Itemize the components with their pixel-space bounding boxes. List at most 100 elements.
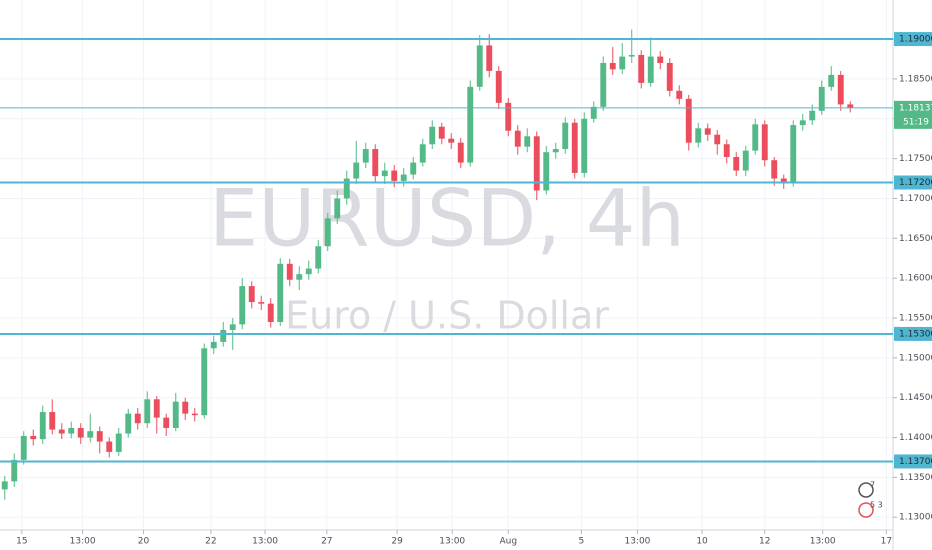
candle-body [315, 246, 322, 269]
level-label: 1.15300 [899, 329, 932, 339]
level-label-box [894, 326, 932, 341]
candle-body [372, 149, 379, 177]
y-tick-label: 1.14500 [899, 393, 932, 403]
candle-body [818, 86, 825, 111]
candle-body [714, 134, 721, 145]
level-label: 1.17200 [899, 178, 932, 188]
candle-body [552, 149, 559, 153]
x-tick-label: Aug [499, 537, 517, 547]
candle-body [780, 178, 787, 183]
candle-body [419, 144, 426, 163]
x-tick-label: 12 [759, 537, 770, 547]
candle-body [790, 125, 797, 183]
candle-body [153, 399, 160, 418]
candle-body [581, 118, 588, 173]
x-tick-label: 13:00 [252, 537, 278, 547]
candle-body [486, 45, 493, 71]
level-label-box [894, 454, 932, 469]
candle-body [267, 303, 274, 322]
candle-body [429, 126, 436, 145]
watermark-subtitle: Euro / U.S. Dollar [285, 294, 609, 338]
candle-body [163, 417, 170, 428]
candle-body [49, 412, 56, 430]
x-tick-label: 13:00 [70, 537, 96, 547]
candle-body [438, 126, 445, 139]
candle-body [410, 162, 417, 175]
candle-body [343, 178, 350, 199]
candle-body [514, 130, 521, 147]
x-tick-label: 17 [881, 537, 892, 547]
candle-body [134, 413, 141, 424]
y-tick-label: 1.13500 [899, 473, 932, 483]
candle-body [115, 433, 122, 452]
y-tick-label: 1.14000 [899, 433, 932, 443]
candle-body [495, 70, 502, 103]
candle-body [248, 286, 255, 303]
x-tick-label: 10 [696, 537, 708, 547]
y-tick-label: 1.17000 [899, 194, 932, 204]
candle-body [286, 263, 293, 280]
candle-body [220, 329, 227, 342]
candle-body [837, 74, 844, 105]
candle-body [847, 104, 854, 108]
candle-body [30, 435, 37, 440]
candle-body [752, 124, 759, 151]
candle-body [505, 102, 512, 131]
x-tick-label: 5 [579, 537, 585, 547]
candle-body [771, 160, 778, 179]
candle-body [277, 263, 284, 322]
countdown-label: 51:19 [903, 117, 929, 127]
candle-body [391, 170, 398, 181]
candle-body [96, 431, 103, 442]
candle-body [543, 152, 550, 191]
candle-body [704, 128, 711, 135]
x-tick-label: 22 [205, 537, 216, 547]
candle-body [144, 399, 151, 424]
y-tick-label: 1.13000 [899, 513, 932, 523]
candle-body [258, 302, 265, 304]
candle-body [324, 218, 331, 247]
candle-body [457, 142, 464, 163]
candle-body [638, 54, 645, 83]
watermark: EURUSD, 4h [209, 174, 685, 264]
candle-body [182, 401, 189, 414]
candle-body [809, 110, 816, 121]
candle-body [647, 56, 654, 83]
candle-body [609, 62, 616, 70]
x-tick-label: 15 [16, 537, 27, 547]
y-tick-label: 1.17500 [899, 154, 932, 164]
candle-body [685, 98, 692, 143]
y-tick-label: 1.15000 [899, 353, 932, 363]
y-tick-label: 1.16000 [899, 274, 932, 284]
candle-body [571, 122, 578, 173]
candle-body [476, 45, 483, 87]
event-badge [858, 502, 874, 518]
candle-body [201, 348, 208, 416]
x-tick-label: 29 [391, 537, 403, 547]
candle-body [381, 170, 388, 177]
x-tick-label: 13:00 [439, 537, 465, 547]
candle-body [77, 427, 84, 438]
candle-body [11, 459, 18, 482]
candle-body [723, 144, 730, 158]
x-tick-label: 20 [138, 537, 150, 547]
candle-body [125, 413, 132, 434]
x-tick-label: 13:00 [624, 537, 650, 547]
candle-body [524, 136, 531, 147]
level-label: 1.19000 [899, 35, 932, 45]
candle-body [533, 136, 540, 191]
candle-body [657, 56, 664, 63]
candle-body [761, 124, 768, 161]
candle-body [562, 122, 569, 150]
level-label: 1.13700 [899, 457, 932, 467]
candle-body [400, 174, 407, 181]
candle-body [590, 106, 597, 119]
x-tick-label: 27 [321, 537, 332, 547]
candle-body [58, 429, 65, 434]
candle-body [600, 62, 607, 107]
candle-body [628, 54, 635, 57]
candle-body [39, 412, 46, 440]
candle-body [695, 128, 702, 143]
candle-body [1, 481, 8, 490]
